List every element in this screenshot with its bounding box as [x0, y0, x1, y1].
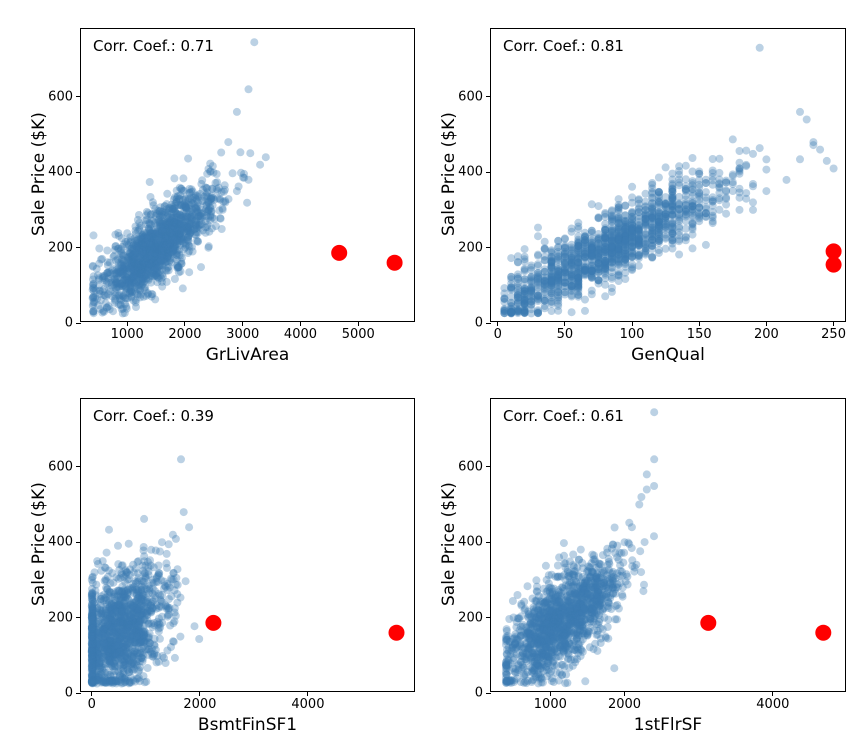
x-tick-label: 1000	[111, 327, 144, 342]
x-axis-label: BsmtFinSF1	[198, 715, 297, 735]
y-tick-label: 0	[65, 316, 73, 331]
x-tick-label: 250	[821, 327, 846, 342]
y-tick-label: 400	[458, 165, 483, 180]
x-tick-label: 4000	[756, 697, 789, 712]
outlier-marker	[826, 257, 842, 273]
y-tick-label: 400	[458, 535, 483, 550]
chart-panel-bsmtfinsf1: 0200040000200400600BsmtFinSF1Sale Price …	[80, 398, 415, 692]
y-tick-label: 0	[475, 686, 483, 701]
x-tick-label: 4000	[291, 697, 324, 712]
y-tick-label: 400	[48, 535, 73, 550]
x-tick-label: 150	[687, 327, 712, 342]
y-axis-label: Sale Price ($K)	[439, 112, 459, 236]
y-tick-label: 600	[458, 459, 483, 474]
x-tick-label: 0	[88, 697, 96, 712]
y-tick-label: 0	[475, 316, 483, 331]
x-tick-label: 200	[754, 327, 779, 342]
y-tick-label: 200	[48, 610, 73, 625]
correlation-annotation: Corr. Coef.: 0.81	[503, 37, 624, 55]
outlier-marker	[389, 625, 405, 641]
y-tick-label: 200	[458, 240, 483, 255]
x-tick-label: 50	[557, 327, 574, 342]
scatter-plot	[81, 399, 414, 691]
y-axis-label: Sale Price ($K)	[439, 482, 459, 606]
outlier-marker	[387, 255, 403, 271]
x-axis-label: GrLivArea	[206, 345, 290, 365]
y-axis-label: Sale Price ($K)	[29, 482, 49, 606]
x-tick-label: 3000	[226, 327, 259, 342]
chart-panel-grlivarea: 100020003000400050000200400600GrLivAreaS…	[80, 28, 415, 322]
y-axis-label: Sale Price ($K)	[29, 112, 49, 236]
x-tick-label: 0	[494, 327, 502, 342]
y-tick-label: 600	[48, 89, 73, 104]
y-tick-label: 400	[48, 165, 73, 180]
y-tick-label: 200	[458, 610, 483, 625]
x-tick-label: 100	[620, 327, 645, 342]
x-tick-label: 1000	[534, 697, 567, 712]
x-axis-label: 1stFlrSF	[634, 715, 702, 735]
figure: 100020003000400050000200400600GrLivAreaS…	[0, 0, 864, 720]
correlation-annotation: Corr. Coef.: 0.71	[93, 37, 214, 55]
y-tick-label: 600	[48, 459, 73, 474]
x-tick-label: 5000	[342, 327, 375, 342]
chart-panel-1stflrsf: 10002000400002004006001stFlrSFSale Price…	[490, 398, 846, 692]
y-tick-label: 200	[48, 240, 73, 255]
chart-panel-genqual: 0501001502002500200400600GenQualSale Pri…	[490, 28, 846, 322]
x-tick-label: 2000	[183, 697, 216, 712]
correlation-annotation: Corr. Coef.: 0.39	[93, 407, 214, 425]
y-tick-label: 0	[65, 686, 73, 701]
y-tick-label: 600	[458, 89, 483, 104]
x-axis-label: GenQual	[631, 345, 705, 365]
scatter-plot	[491, 29, 845, 321]
scatter-plot	[491, 399, 845, 691]
x-tick-label: 2000	[608, 697, 641, 712]
outlier-marker	[700, 615, 716, 631]
outlier-marker	[815, 625, 831, 641]
correlation-annotation: Corr. Coef.: 0.61	[503, 407, 624, 425]
x-tick-label: 4000	[284, 327, 317, 342]
outlier-marker	[205, 615, 221, 631]
scatter-plot	[81, 29, 414, 321]
outlier-marker	[331, 245, 347, 261]
x-tick-label: 2000	[168, 327, 201, 342]
